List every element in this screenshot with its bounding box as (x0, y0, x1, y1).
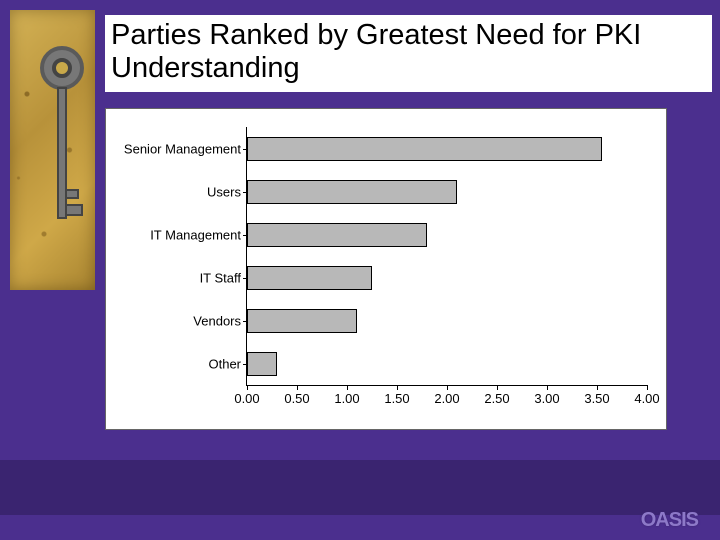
slide-title: Parties Ranked by Greatest Need for PKI … (105, 15, 712, 92)
slide: Parties Ranked by Greatest Need for PKI … (0, 0, 720, 540)
chart-x-label: 1.00 (334, 391, 359, 406)
chart-bar (247, 266, 372, 290)
chart-x-label: 2.00 (434, 391, 459, 406)
chart-y-label: IT Management (106, 227, 247, 242)
chart-bar (247, 180, 457, 204)
chart-bar (247, 223, 427, 247)
logo-oasis: OASIS (641, 509, 698, 532)
chart-x-label: 3.50 (584, 391, 609, 406)
chart-y-label: Users (106, 184, 247, 199)
chart-x-label: 2.50 (484, 391, 509, 406)
chart-x-label: 1.50 (384, 391, 409, 406)
chart-container: Senior Management Users IT Management IT St… (105, 108, 667, 430)
chart-x-label: 3.00 (534, 391, 559, 406)
key-image-panel (10, 10, 95, 290)
chart-y-label: Other (106, 356, 247, 371)
chart-y-label: Senior Management (106, 141, 247, 156)
chart-bar (247, 137, 602, 161)
footer-band (0, 460, 720, 515)
key-icon (40, 40, 85, 250)
chart-bar (247, 309, 357, 333)
chart-y-label: IT Staff (106, 270, 247, 285)
chart-y-label: Vendors (106, 313, 247, 328)
chart-plot-area: Senior ManagementUsersIT ManagementIT St… (246, 127, 647, 386)
chart-bar (247, 352, 277, 376)
chart-x-label: 4.00 (634, 391, 659, 406)
chart-x-label: 0.50 (284, 391, 309, 406)
chart-x-label: 0.00 (234, 391, 259, 406)
